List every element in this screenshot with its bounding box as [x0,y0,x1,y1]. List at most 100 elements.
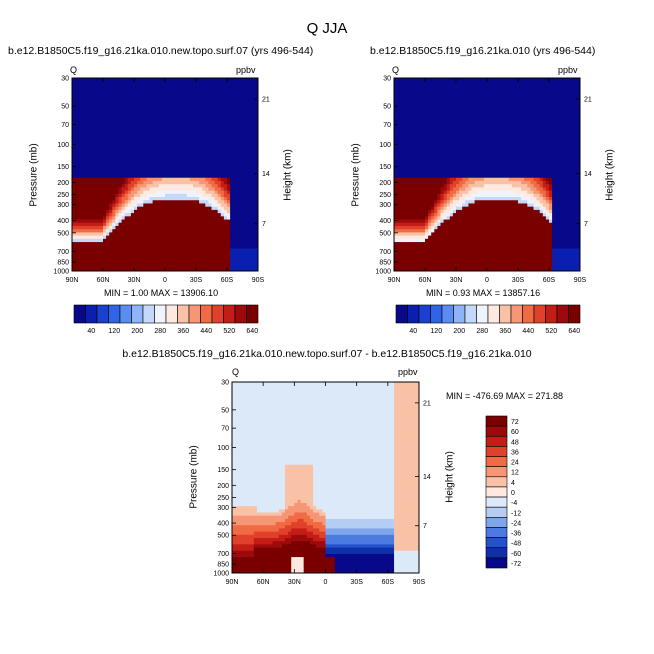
x-tick-label: 60S [221,277,234,284]
panel3-left-label: Q [232,367,240,377]
colorbar-swatch [522,304,535,324]
y-tick-label: 250 [217,495,229,502]
y-tick-label: 70 [61,122,69,129]
colorbar-label: -72 [511,561,521,568]
colorbar-swatch [545,304,558,324]
colorbar-swatch [485,517,508,528]
colorbar-label: 200 [131,328,143,335]
x-tick-label: 30S [190,277,203,284]
y-tick-label: 700 [217,551,229,558]
y-tick-label: 150 [379,164,391,171]
colorbar-label: 360 [177,328,189,335]
colorbar-label: -4 [511,500,517,507]
colorbar-swatch [246,304,259,324]
colorbar-swatch [568,304,581,324]
y2-tick-label: 14 [584,171,592,178]
colorbar-swatch [485,527,508,538]
colorbar-swatch [485,547,508,559]
colorbar-swatch [485,466,508,478]
colorbar-swatch [485,456,508,467]
colorbar-swatch [108,304,121,324]
y-tick-label: 1000 [213,571,229,578]
colorbar-label: 60 [511,429,519,436]
colorbar-swatch [485,425,508,437]
y2-tick-label: 7 [584,221,588,228]
colorbar-swatch [510,304,523,324]
y-tick-label: 1000 [53,269,69,276]
panel1-title: b.e12.B1850C5.f19_g16.21ka.010.new.topo.… [8,45,314,57]
x-tick-label: 90N [66,277,79,284]
y-tick-label: 70 [221,426,229,433]
y-tick-label: 850 [217,562,229,569]
colorbar-swatch [485,506,508,518]
colorbar-swatch [154,304,167,324]
figure-title: Q JJA [306,20,348,37]
panel1-field [72,78,259,272]
colorbar-label: 280 [476,328,488,335]
colorbar-label: 200 [453,328,465,335]
colorbar-swatch [533,304,546,324]
colorbar-label: 520 [223,328,235,335]
y-tick-label: 700 [57,249,69,256]
colorbar-label: 40 [409,328,417,335]
y-tick-label: 1000 [375,269,391,276]
colorbar-swatch [188,304,201,324]
colorbar-swatch [223,304,236,324]
y-tick-label: 300 [57,202,69,209]
colorbar-label: 24 [511,460,519,467]
colorbar-label: 40 [87,328,95,335]
colorbar-swatch [430,304,443,324]
x-tick-label: 60N [97,277,110,284]
colorbar-label: 520 [545,328,557,335]
colorbar-label: 0 [511,490,515,497]
y2-tick-label: 21 [584,97,592,104]
y2-tick-label: 21 [423,400,431,407]
y-tick-label: 50 [221,407,229,414]
y-tick-label: 50 [61,104,69,111]
colorbar-label: 360 [499,328,511,335]
panel3-title: b.e12.B1850C5.f19_g16.21ka.010.new.topo.… [122,348,532,360]
colorbar-swatch [85,304,98,324]
colorbar-swatch [142,304,155,324]
panel3-minmax: MIN = -476.69 MAX = 271.88 [446,391,564,401]
colorbar-swatch [485,476,508,488]
y-tick-label: 200 [57,180,69,187]
x-tick-label: 90N [388,277,401,284]
colorbar-label: 36 [511,449,519,456]
colorbar-label: 640 [568,328,580,335]
y-tick-label: 250 [379,192,391,199]
panel2-units-label: ppbv [558,65,578,75]
panel1-minmax: MIN = 1.00 MAX = 13906.10 [104,288,219,298]
colorbar-swatch [200,304,213,324]
y-tick-label: 500 [57,230,69,237]
panel2-field [394,78,581,272]
panel1-left-label: Q [70,65,78,75]
colorbar-swatch [485,537,508,549]
colorbar-label: -48 [511,541,521,548]
colorbar-label: 440 [522,328,534,335]
colorbar-label: 48 [511,439,519,446]
panel2-left-label: Q [392,65,400,75]
colorbar-swatch [177,304,190,324]
colorbar-swatch [395,304,408,324]
x-tick-label: 90S [252,277,265,284]
colorbar-swatch [487,304,500,324]
colorbar-swatch [73,304,86,324]
colorbar-label: 280 [154,328,166,335]
x-tick-label: 60S [543,277,556,284]
y-tick-label: 400 [379,218,391,225]
x-tick-label: 30N [450,277,463,284]
y-tick-label: 700 [379,249,391,256]
y-tick-label: 30 [221,380,229,387]
y-tick-label: 400 [57,218,69,225]
colorbar-swatch [119,304,132,324]
colorbar-swatch [407,304,420,324]
y-tick-label: 850 [379,260,391,267]
panel2-title: b.e12.B1850C5.f19_g16.21ka.010 (yrs 496-… [370,45,596,57]
colorbar-label: 440 [200,328,212,335]
y2-tick-label: 21 [262,97,270,104]
x-tick-label: 60N [419,277,432,284]
colorbar-label: -12 [511,510,521,517]
y-tick-label: 100 [217,445,229,452]
